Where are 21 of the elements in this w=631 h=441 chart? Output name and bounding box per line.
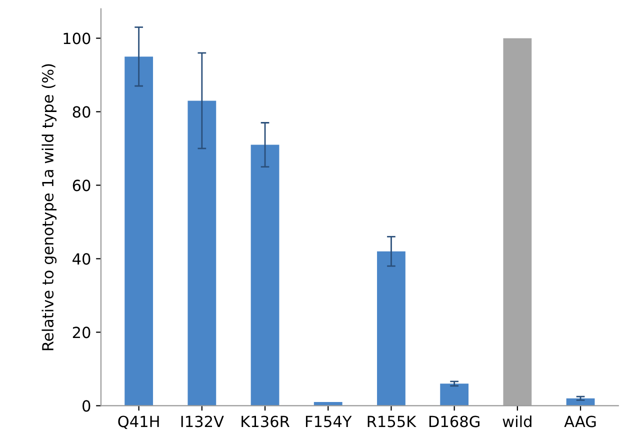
x-tick-label: wild — [502, 415, 532, 428]
y-tick-label: 100 — [64, 32, 90, 44]
y-tick-label: 80 — [72, 106, 90, 118]
bar — [377, 251, 406, 406]
y-tick-label: 20 — [72, 326, 90, 338]
x-tick-label: Q41H — [118, 416, 159, 430]
bar — [250, 144, 280, 406]
bar — [503, 38, 532, 406]
y-tick-label: 40 — [72, 253, 90, 265]
x-tick-label: K136R — [242, 416, 290, 428]
x-tick-label: R155K — [368, 416, 416, 428]
x-tick-label: AAG — [564, 416, 596, 428]
x-tick-label: D168G — [429, 416, 480, 428]
x-tick-label: I132V — [181, 416, 224, 428]
bar — [188, 100, 216, 406]
y-axis-title: Relative to genotype 1a wild type (%) — [42, 64, 57, 350]
bar — [124, 56, 154, 406]
y-tick-label: 0 — [82, 400, 90, 412]
x-tick-label: F154Y — [306, 416, 352, 428]
y-tick-label: 60 — [72, 180, 90, 192]
bar — [440, 384, 469, 406]
